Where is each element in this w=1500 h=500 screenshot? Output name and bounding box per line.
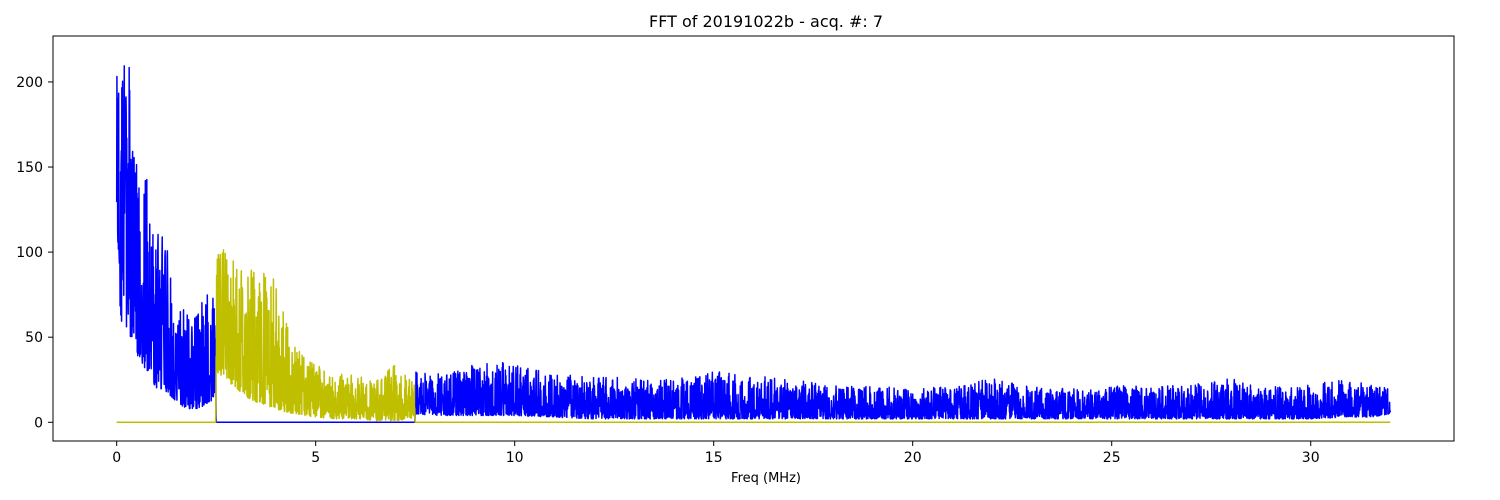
y-axis-ticks: 0 50 100 150 200 — [16, 75, 53, 431]
x-tick-label: 25 — [1103, 450, 1121, 466]
y-tick-label: 100 — [16, 245, 43, 261]
x-axis-label: Freq (MHz) — [731, 471, 801, 486]
x-tick-label: 5 — [311, 450, 320, 466]
window-series-line — [116, 249, 1391, 424]
y-tick-label: 150 — [16, 160, 43, 176]
x-tick-label: 20 — [904, 450, 922, 466]
x-tick-label: 0 — [112, 450, 121, 466]
spectrum-series-line — [115, 65, 1392, 424]
chart-title: FFT of 20191022b - acq. #: 7 — [649, 12, 883, 31]
y-tick-label: 0 — [34, 415, 43, 431]
x-tick-label: 15 — [705, 450, 723, 466]
x-tick-label: 30 — [1302, 450, 1320, 466]
x-axis-ticks: 0 5 10 15 20 25 30 — [112, 441, 1320, 466]
plot-frame — [52, 35, 1455, 442]
x-tick-label: 10 — [506, 450, 524, 466]
y-tick-label: 200 — [16, 75, 43, 91]
series-layer — [115, 65, 1392, 424]
y-tick-label: 50 — [25, 330, 43, 346]
